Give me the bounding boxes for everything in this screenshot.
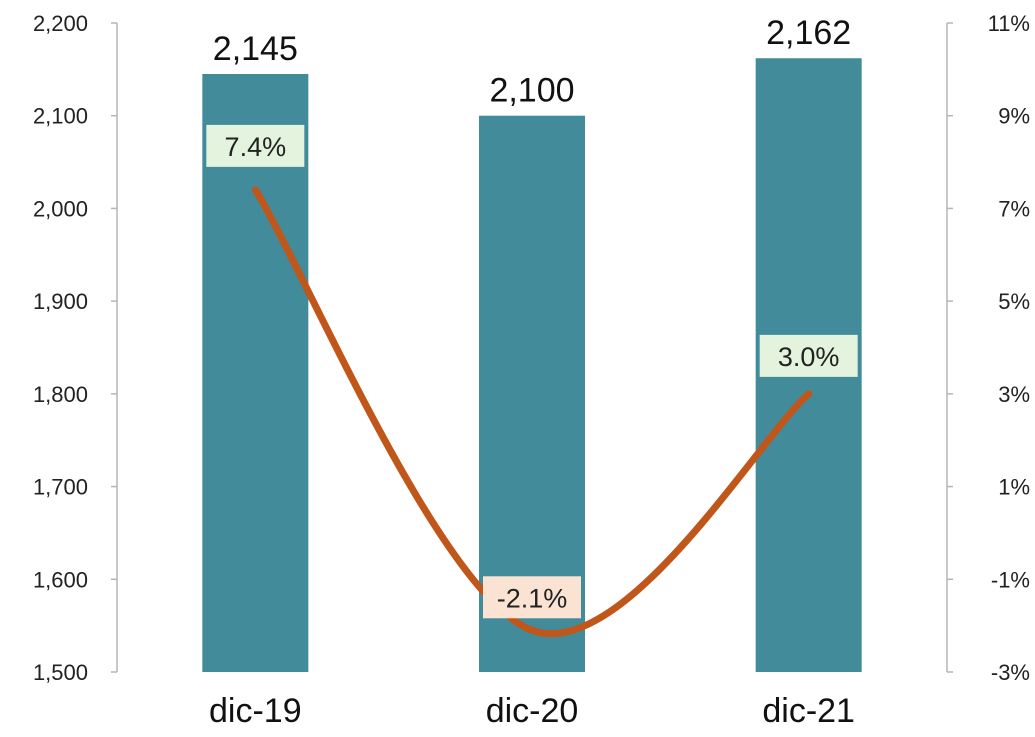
- left-tick-label: 1,600: [33, 567, 88, 592]
- bar: [202, 73, 309, 672]
- growth-label-box: [759, 334, 858, 377]
- growth-value-label: -2.1%: [497, 583, 568, 613]
- bar-value-label: 2,162: [766, 14, 851, 52]
- right-tick-label: 1%: [998, 475, 1030, 500]
- left-tick-label: 1,800: [33, 382, 88, 407]
- category-label: dic-19: [209, 692, 302, 730]
- category-label: dic-21: [762, 692, 855, 730]
- left-tick-label: 1,500: [33, 660, 88, 685]
- left-tick-label: 2,100: [33, 104, 88, 129]
- growth-value-label: 3.0%: [778, 342, 840, 372]
- right-tick-label: 5%: [998, 289, 1030, 314]
- right-tick-label: 7%: [998, 196, 1030, 221]
- growth-label-box: [483, 576, 581, 619]
- right-tick-label: 11%: [988, 11, 1030, 36]
- right-tick-label: 9%: [998, 104, 1030, 129]
- right-tick-label: -3%: [991, 660, 1030, 685]
- right-tick-label: 3%: [998, 382, 1030, 407]
- growth-value-label: 7.4%: [225, 132, 287, 162]
- right-tick-label: -1%: [991, 567, 1030, 592]
- left-axis: 1,500 1,600 1,700 1,800 1,900 2,000 2,100 2,200: [33, 11, 118, 685]
- data-labels: 2,145 2,100 2,162 7.4% -2.1% 3.0%: [206, 14, 858, 619]
- growth-point: [805, 390, 813, 398]
- growth-point: [528, 626, 536, 634]
- bar-value-label: 2,145: [213, 30, 298, 68]
- category-axis-labels: dic-19 dic-20 dic-21: [209, 692, 855, 730]
- category-label: dic-20: [486, 692, 579, 730]
- left-tick-label: 1,700: [33, 475, 88, 500]
- growth-label-box: [206, 124, 305, 167]
- bar-value-label: 2,100: [489, 72, 574, 110]
- left-tick-label: 1,900: [33, 289, 88, 314]
- growth-line: [251, 186, 813, 637]
- left-tick-label: 2,000: [33, 196, 88, 221]
- growth-line-series: [251, 186, 813, 637]
- growth-point: [251, 186, 259, 194]
- right-axis: -3% -1% 1% 3% 5% 7% 9% 11%: [946, 11, 1030, 685]
- left-tick-label: 2,200: [33, 11, 88, 36]
